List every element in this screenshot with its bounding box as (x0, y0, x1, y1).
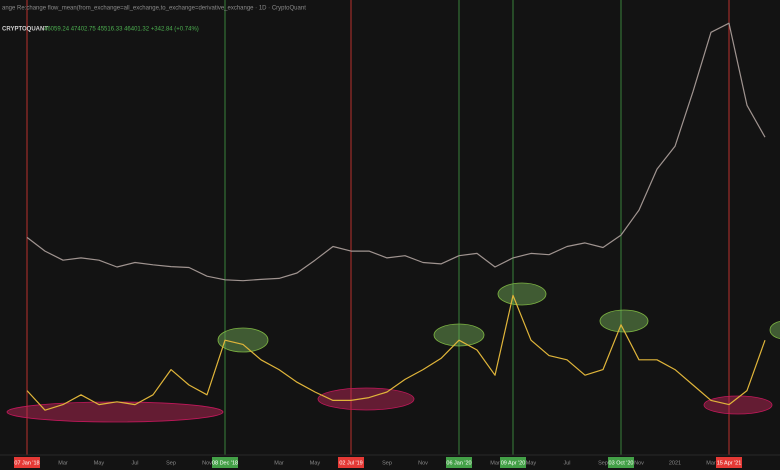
marker-label: 03 Oct '20 (609, 460, 634, 466)
x-tick-label: 2021 (669, 460, 681, 466)
x-tick-label: Sep (166, 460, 176, 466)
x-tick-label: Mar (706, 460, 716, 466)
marker-label: 07 Jan '18 (14, 460, 39, 466)
green-ellipse (433, 323, 485, 347)
marker-label: 15 Apr '21 (717, 460, 742, 466)
marker-badge (338, 457, 364, 468)
x-tick-label: Nov (202, 460, 212, 466)
marker-badge (212, 457, 238, 468)
x-tick-label: Mar (58, 460, 68, 466)
marker-label: 06 Jan '20 (446, 460, 471, 466)
green-ellipse (599, 309, 649, 333)
ohlc: 46059.24 47402.75 45516.33 46401.32 +342… (44, 27, 199, 33)
marker-badge (14, 457, 40, 468)
x-tick-label: Sep (598, 460, 608, 466)
x-tick-label: May (526, 460, 537, 466)
x-tick-label: Sep (382, 460, 392, 466)
x-tick-label: Jul (563, 460, 570, 466)
x-tick-label: May (310, 460, 321, 466)
marker-badge (716, 457, 742, 468)
marker-badge (446, 457, 472, 468)
brand: CRYPTOQUANT (2, 27, 48, 33)
x-tick-label: Nov (418, 460, 428, 466)
x-tick-label: Mar (274, 460, 284, 466)
series-line (26, 22, 766, 282)
marker-label: 02 Jul '19 (339, 460, 362, 466)
x-tick-label: Nov (634, 460, 644, 466)
x-tick-label: May (94, 460, 105, 466)
green-ellipse (769, 320, 780, 340)
marker-label: 08 Dec '18 (212, 460, 238, 466)
x-tick-label: Jul (131, 460, 138, 466)
red-ellipse (6, 401, 224, 423)
red-ellipse (703, 395, 773, 415)
red-ellipse (317, 387, 415, 411)
marker-label: 09 Apr '20 (501, 460, 526, 466)
x-tick-label: Mar (490, 460, 500, 466)
green-ellipse (497, 282, 547, 306)
marker-badge (500, 457, 526, 468)
chart-title: ange Re:change flow_mean(from_exchange=a… (2, 6, 306, 12)
green-ellipse (217, 327, 269, 353)
series-line (26, 294, 766, 411)
marker-badge (608, 457, 634, 468)
